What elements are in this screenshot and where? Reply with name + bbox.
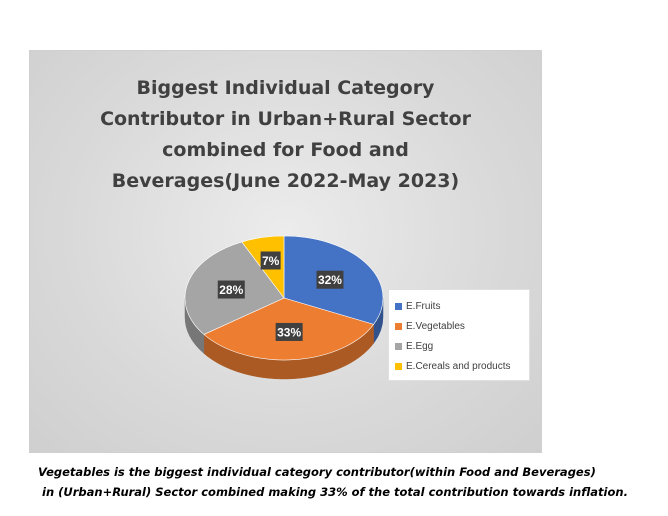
pie-chart: 32% 33% 28% 7% [184, 235, 384, 380]
legend-label-3: E.Cereals and products [406, 360, 511, 372]
caption: Vegetables is the biggest individual cat… [38, 462, 658, 502]
svg-text:28%: 28% [219, 283, 243, 297]
chart-title: Biggest Individual Category Contributor … [100, 77, 471, 192]
caption-line-2: in (Urban+Rural) Sector combined making … [42, 485, 628, 499]
caption-line-1: Vegetables is the biggest individual cat… [38, 465, 596, 479]
legend-swatch-3 [395, 362, 402, 370]
chart-legend: E.Fruits E.Vegetables E.Egg E.Cereals and p… [388, 289, 530, 381]
svg-text:33%: 33% [277, 325, 301, 339]
legend-swatch-2 [395, 342, 402, 350]
legend-label-1: E.Vegetables [406, 320, 465, 332]
legend-item-2: E.Egg [395, 336, 523, 356]
legend-swatch-0 [395, 302, 402, 310]
legend-item-1: E.Vegetables [395, 316, 523, 336]
legend-item-3: E.Cereals and products [395, 356, 523, 376]
data-label-1: 33% [275, 322, 303, 341]
data-label-2: 28% [217, 280, 245, 299]
legend-swatch-1 [395, 322, 402, 330]
legend-item-0: E.Fruits [395, 296, 523, 316]
svg-text:7%: 7% [262, 254, 280, 268]
chart-panel: Biggest Individual Category Contributor … [29, 50, 542, 453]
data-label-0: 32% [316, 270, 344, 289]
data-label-3: 7% [260, 251, 281, 270]
svg-text:32%: 32% [318, 273, 342, 287]
legend-label-2: E.Egg [406, 340, 434, 352]
legend-label-0: E.Fruits [406, 300, 441, 312]
